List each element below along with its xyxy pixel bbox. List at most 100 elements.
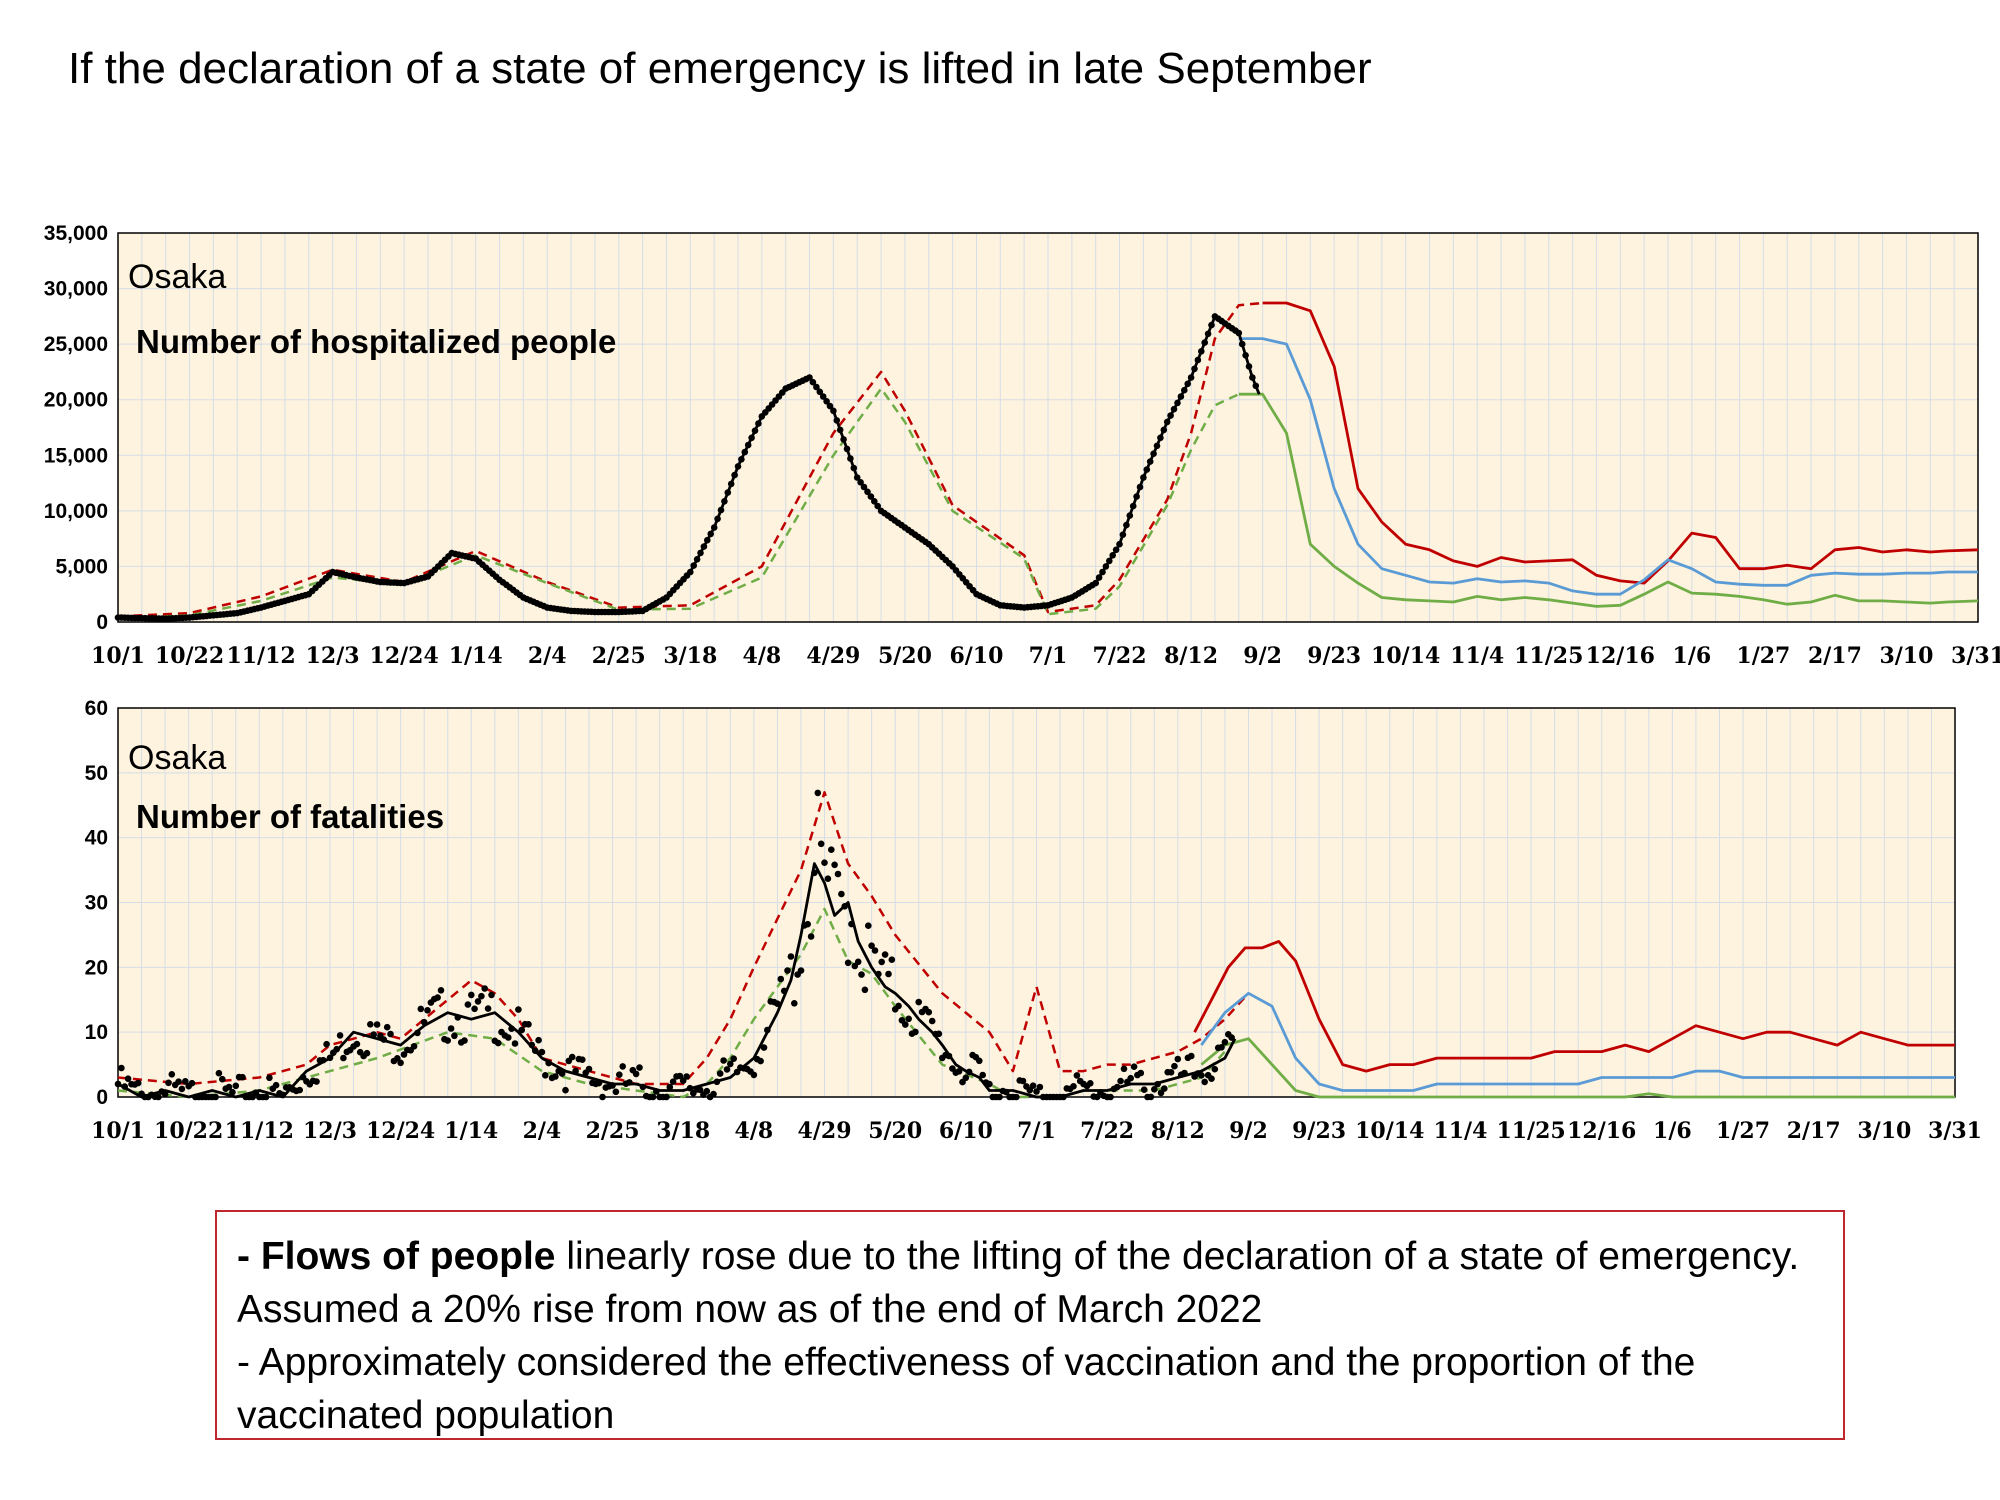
x-tick-label: 12/16	[1586, 643, 1655, 669]
data-point	[326, 1054, 334, 1062]
y-tick-label: 25,000	[44, 333, 108, 356]
x-tick-label: 6/10	[949, 643, 1003, 669]
data-point	[888, 956, 896, 963]
data-point	[1117, 1077, 1124, 1085]
data-point	[505, 1034, 512, 1041]
data-point	[1123, 521, 1130, 529]
data-point	[848, 920, 855, 928]
data-point	[741, 448, 749, 456]
data-point	[1092, 579, 1099, 587]
data-point	[653, 1088, 660, 1095]
data-point	[279, 1091, 287, 1099]
data-point	[1070, 1083, 1077, 1090]
data-point	[955, 1068, 963, 1075]
data-point	[724, 489, 732, 496]
data-point	[1171, 1062, 1178, 1070]
data-point	[811, 869, 818, 877]
charts-svg: 35,000 30,000 25,000 20,000 15,000 10,000 5,00…	[44, 222, 2000, 1144]
data-point	[471, 1005, 478, 1013]
data-point	[844, 959, 852, 967]
data-point	[690, 562, 697, 569]
data-point	[1119, 531, 1127, 538]
x-tick-label: 1/14	[444, 1118, 498, 1144]
data-point	[1130, 1063, 1138, 1070]
data-point	[895, 1002, 902, 1010]
x-tick-label: 10/1	[91, 1118, 145, 1144]
x-tick-label: 2/4	[528, 643, 567, 669]
data-point	[780, 987, 788, 995]
note-2: - Approximately considered the effective…	[237, 1341, 1696, 1437]
data-point	[858, 971, 865, 978]
data-point	[1228, 1034, 1235, 1041]
data-point	[1107, 1093, 1114, 1101]
x-tick-label: 10/14	[1355, 1118, 1424, 1144]
data-point	[134, 1079, 142, 1087]
data-point	[809, 378, 817, 386]
data-point	[121, 1083, 128, 1090]
data-point	[1167, 1069, 1175, 1076]
data-point	[579, 1056, 586, 1063]
data-point	[212, 1093, 219, 1101]
series-line-blue-solid	[1238, 337, 1978, 596]
x-tick-label: 11/4	[1450, 643, 1504, 669]
data-point	[636, 1064, 643, 1071]
data-point	[861, 986, 869, 994]
data-point	[511, 1040, 519, 1047]
y-tick-label: 60	[85, 697, 108, 720]
data-point	[1013, 1093, 1020, 1101]
data-point	[494, 1039, 502, 1047]
data-point	[1036, 1083, 1044, 1091]
data-point	[828, 846, 835, 853]
data-point	[333, 1045, 341, 1053]
data-point	[878, 958, 885, 966]
data-point	[1143, 466, 1151, 473]
x-tick-label: 4/8	[743, 643, 782, 669]
series-line-red-solid	[1193, 940, 1955, 1073]
data-point	[215, 1069, 223, 1077]
data-point	[838, 890, 845, 898]
x-tick-label: 4/8	[735, 1118, 774, 1144]
series-line-green-dashed	[117, 907, 1226, 1099]
y-tick-label: 35,000	[44, 222, 108, 245]
data-point	[447, 1025, 455, 1032]
data-point	[161, 1090, 169, 1098]
data-point	[751, 427, 759, 435]
data-point	[414, 1029, 421, 1037]
notes-box: - Flows of people linearly rose due to t…	[215, 1210, 1845, 1440]
data-point	[784, 967, 791, 974]
data-point	[727, 1060, 734, 1068]
data-point	[424, 1007, 431, 1014]
x-tick-label: 10/22	[155, 643, 224, 669]
data-point	[1147, 1093, 1155, 1101]
data-point	[807, 933, 815, 940]
data-point	[1218, 1044, 1225, 1051]
data-point	[518, 1026, 525, 1034]
data-point	[813, 383, 820, 391]
data-point	[1201, 1078, 1208, 1086]
chart-subtitle: Number of fatalities	[136, 798, 444, 835]
data-point	[962, 1074, 970, 1082]
data-point	[996, 1093, 1003, 1101]
data-point	[687, 568, 694, 576]
data-point	[1133, 493, 1140, 500]
data-point	[313, 1078, 320, 1085]
y-tick-label: 15,000	[44, 444, 108, 467]
data-point	[826, 402, 834, 410]
x-tick-label: 7/22	[1093, 643, 1147, 669]
x-tick-label: 7/1	[1029, 643, 1068, 669]
series-line-green-solid	[1200, 1037, 1955, 1099]
data-point	[868, 942, 875, 949]
data-point	[370, 1031, 378, 1038]
page-title: If the declaration of a state of emergen…	[68, 44, 1372, 93]
x-tick-label: 3/31	[1928, 1118, 1982, 1144]
data-point	[774, 1000, 781, 1007]
data-point	[823, 398, 830, 405]
x-tick-label: 12/24	[370, 643, 439, 669]
data-point	[114, 1080, 122, 1088]
data-point	[219, 1075, 226, 1083]
data-point	[843, 445, 851, 453]
region-label: Osaka	[128, 258, 226, 296]
data-point	[840, 436, 847, 443]
data-point	[239, 1073, 246, 1081]
data-point	[1191, 365, 1198, 373]
